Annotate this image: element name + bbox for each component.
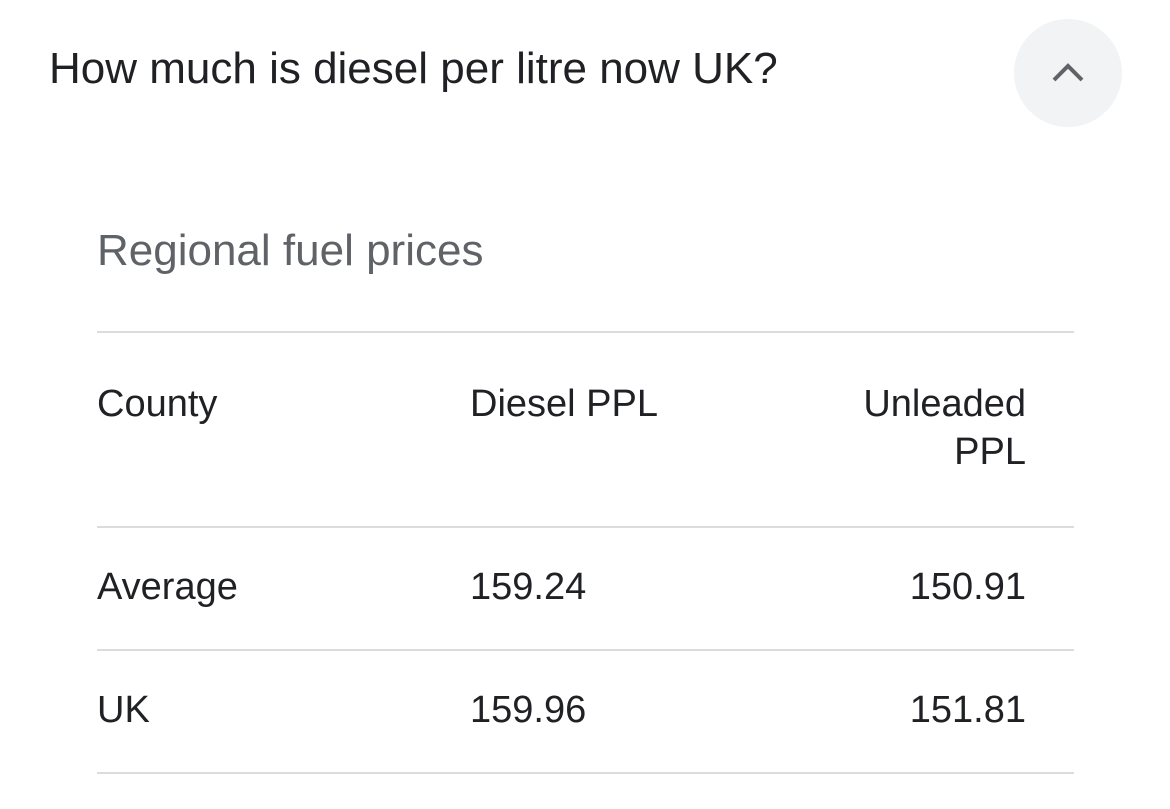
table-title: Regional fuel prices [97, 226, 484, 275]
chevron-up-icon [1052, 63, 1084, 82]
row-unleaded: 151.81 [909, 689, 1026, 731]
header-unleaded: Unleaded PPL [863, 383, 1026, 473]
divider [97, 526, 1074, 528]
divider [97, 331, 1074, 333]
header-diesel: Diesel PPL [470, 383, 658, 425]
question-heading[interactable]: How much is diesel per litre now UK? [49, 44, 778, 93]
row-diesel: 159.24 [470, 566, 587, 608]
collapse-button[interactable] [1014, 19, 1122, 127]
divider [97, 649, 1074, 651]
row-county: Average [97, 566, 238, 608]
row-diesel: 159.96 [470, 689, 587, 731]
row-unleaded: 150.91 [909, 566, 1026, 608]
row-county: UK [97, 689, 150, 731]
divider [97, 772, 1074, 774]
header-county: County [97, 383, 218, 425]
